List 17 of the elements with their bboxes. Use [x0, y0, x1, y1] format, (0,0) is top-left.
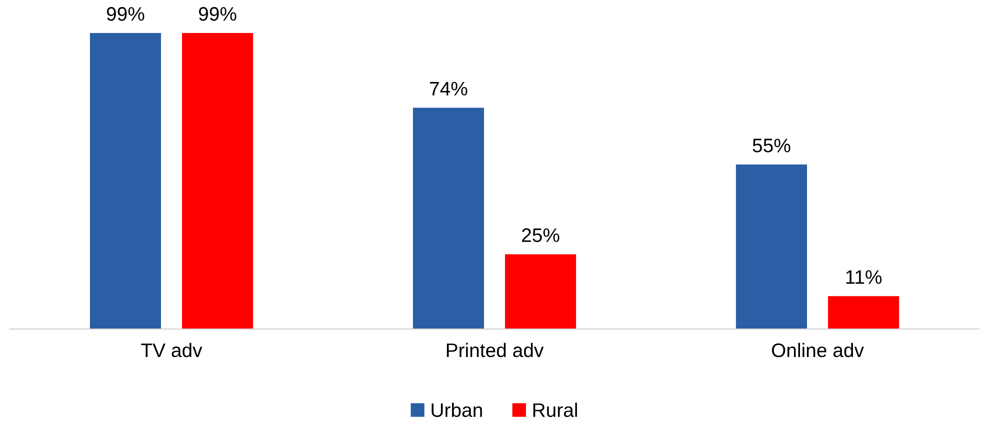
bar: [736, 164, 807, 329]
data-label: 55%: [752, 138, 790, 152]
legend-label: Rural: [533, 402, 577, 418]
bar: [412, 108, 484, 329]
x-tick-label: Online adv: [772, 342, 864, 358]
data-label: 25%: [522, 228, 560, 242]
data-label: 99%: [106, 7, 144, 21]
bar: [828, 296, 900, 329]
bar: [90, 33, 161, 329]
data-label: 74%: [430, 82, 468, 96]
x-tick-label: TV adv: [141, 342, 202, 358]
bar: [182, 33, 254, 329]
legend-label: Urban: [432, 402, 482, 418]
x-tick-label: Printed adv: [446, 342, 544, 358]
data-label: 11%: [846, 270, 882, 284]
data-label: 99%: [198, 7, 236, 21]
bar: [504, 254, 576, 329]
